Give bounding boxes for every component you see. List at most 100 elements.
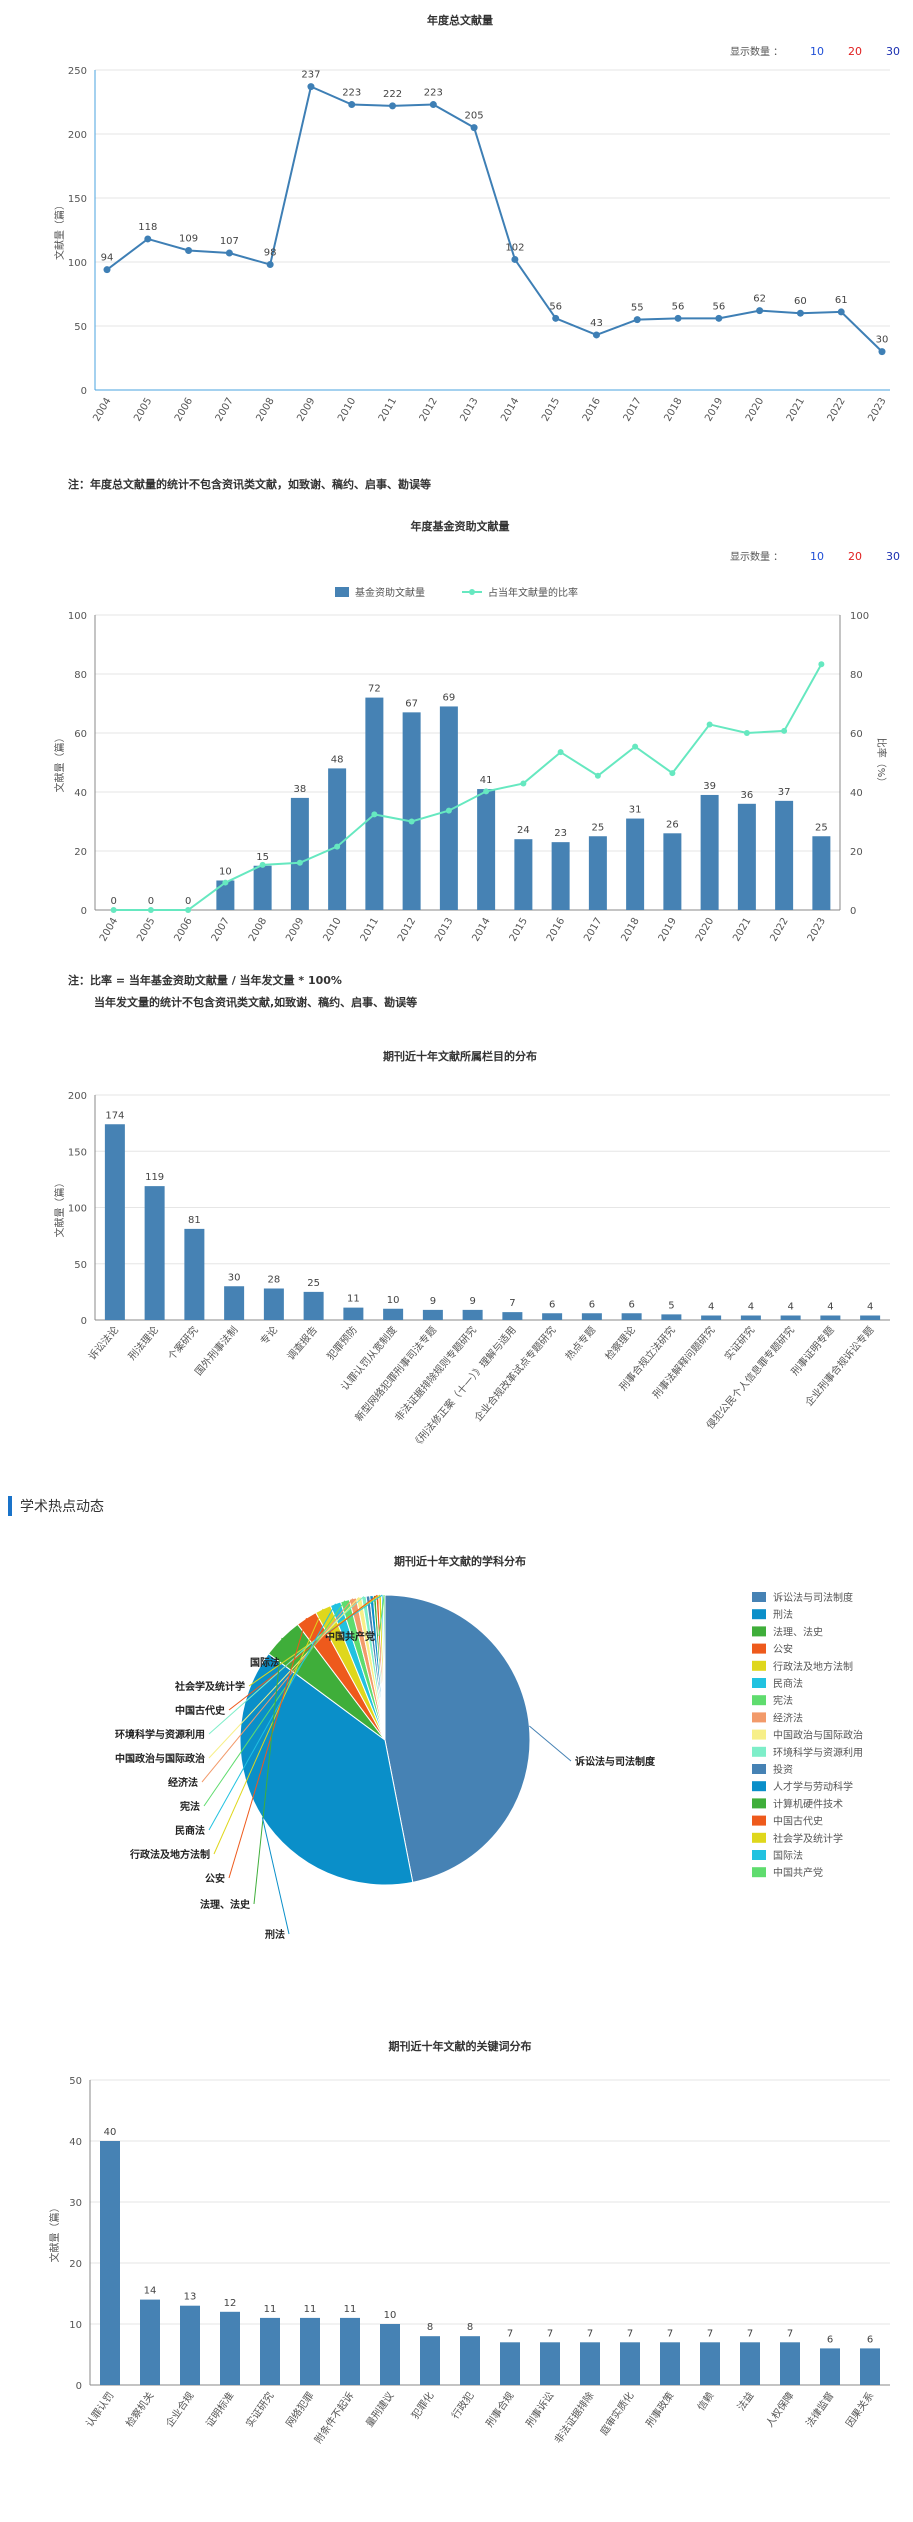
data-label: 6	[549, 1299, 555, 1310]
data-label: 7	[707, 2328, 713, 2339]
display-count-option[interactable]: 10	[810, 550, 824, 563]
bar	[740, 1315, 761, 1320]
data-point	[837, 308, 845, 316]
data-point	[225, 249, 233, 257]
callout-line	[378, 1594, 385, 1637]
display-count-option[interactable]: 10	[810, 45, 824, 58]
data-label: 12	[224, 2298, 237, 2309]
legend-label: 基金资助文献量	[355, 586, 425, 599]
y-axis-label: 文献量（篇）	[48, 2203, 61, 2263]
bar	[343, 1307, 364, 1320]
bar	[740, 2342, 760, 2385]
callout-label: 公安	[205, 1872, 225, 1885]
bar	[224, 1286, 245, 1320]
bar	[365, 697, 384, 910]
x-tick-label: 2020	[744, 396, 766, 424]
data-label: 25	[592, 822, 605, 833]
y2-tick-label: 40	[850, 788, 863, 799]
y-tick-label: 40	[69, 2137, 82, 2148]
legend-label: 法理、法史	[773, 1625, 823, 1638]
display-count-option[interactable]: 20	[848, 45, 862, 58]
data-label: 56	[712, 301, 725, 312]
legend-label: 行政法及地方法制	[773, 1660, 853, 1673]
pie-slice	[382, 1594, 386, 1741]
x-tick-label: 庭审实质化	[597, 2389, 636, 2437]
legend-swatch	[752, 1643, 766, 1654]
x-tick-label: 2004	[91, 396, 113, 424]
legend-label: 投资	[773, 1763, 793, 1776]
bar	[500, 2342, 520, 2385]
ratio-point	[110, 907, 117, 913]
data-label: 60	[794, 296, 807, 307]
display-count-option[interactable]: 30	[886, 550, 900, 563]
data-label: 4	[867, 1302, 873, 1313]
callout-label: 社会学及统计学	[174, 1680, 245, 1693]
x-tick-label: 检察理论	[602, 1324, 638, 1363]
chart-note: 注：比率 = 当年基金资助文献量 / 当年发文量 * 100%	[68, 974, 342, 987]
ratio-point	[185, 907, 192, 913]
data-label: 9	[430, 1296, 436, 1307]
bar	[220, 2311, 240, 2385]
data-label: 25	[307, 1278, 320, 1289]
data-label: 24	[517, 825, 530, 836]
ratio-point	[781, 727, 788, 734]
x-tick-label: 人权保障	[763, 2389, 797, 2429]
data-label: 10	[387, 1295, 400, 1306]
x-tick-label: 非法证据排除	[551, 2389, 596, 2446]
chart-title: 年度总文献量	[427, 13, 493, 27]
bar	[420, 2336, 440, 2385]
bar	[263, 1288, 284, 1320]
x-tick-label: 2013	[458, 396, 480, 424]
x-tick-label: 因果关系	[843, 2389, 877, 2429]
data-label: 37	[778, 787, 791, 798]
data-label: 4	[827, 1302, 833, 1313]
x-tick-label: 实证研究	[243, 2389, 277, 2429]
data-label: 10	[219, 867, 232, 878]
y-tick-label: 100	[68, 258, 87, 269]
display-count-option[interactable]: 20	[848, 550, 862, 563]
x-tick-label: 2023	[866, 396, 888, 424]
data-point	[878, 348, 886, 356]
data-label: 61	[835, 295, 848, 306]
x-tick-label: 2004	[98, 916, 120, 944]
bar	[422, 1309, 443, 1320]
callout-line	[203, 1600, 346, 1807]
x-tick-label: 2005	[135, 916, 157, 944]
y-tick-label: 0	[81, 1316, 87, 1327]
data-point	[674, 314, 682, 322]
chart-note: 当年发文量的统计不包含资讯类文献,如致谢、稿约、启事、勘误等	[94, 996, 418, 1009]
chart-title: 期刊近十年文献所属栏目的分布	[383, 1049, 537, 1063]
ratio-point	[520, 780, 527, 787]
x-tick-label: 2020	[694, 916, 716, 944]
data-label: 7	[547, 2328, 553, 2339]
bar	[660, 2342, 680, 2385]
legend-swatch	[752, 1678, 766, 1688]
x-tick-label: 行政犯	[449, 2389, 477, 2421]
legend-swatch	[752, 1729, 766, 1740]
bar	[661, 1314, 682, 1320]
data-label: 5	[668, 1300, 674, 1311]
section-title: 学术热点动态	[8, 1496, 104, 1516]
bar	[780, 1315, 801, 1320]
data-label: 56	[672, 301, 685, 312]
x-tick-label: 企业合规改革试点专题研究	[471, 1324, 558, 1424]
y-tick-label: 0	[76, 2381, 82, 2392]
callout-line	[208, 1603, 336, 1831]
data-point	[592, 331, 600, 339]
chart-title: 期刊近十年文献的学科分布	[394, 1554, 526, 1568]
x-tick-label: 2006	[173, 396, 195, 424]
display-count-option[interactable]: 30	[886, 45, 900, 58]
bar	[621, 1313, 642, 1320]
ratio-point	[706, 721, 713, 728]
data-label: 67	[405, 698, 418, 709]
x-tick-label: 2017	[582, 916, 604, 944]
data-label: 15	[256, 852, 269, 863]
data-point	[103, 266, 111, 274]
data-point	[552, 314, 560, 322]
data-label: 109	[179, 233, 198, 244]
data-label: 6	[867, 2334, 873, 2345]
x-tick-label: 企业合规	[163, 2389, 197, 2429]
keyword-bar-chart: 期刊近十年文献的关键词分布 0 10 20 30 40 50 文献量（篇） 40 14 13 12 1…	[48, 2039, 890, 2446]
x-tick-label: 2011	[377, 396, 399, 424]
data-label: 237	[301, 70, 320, 81]
